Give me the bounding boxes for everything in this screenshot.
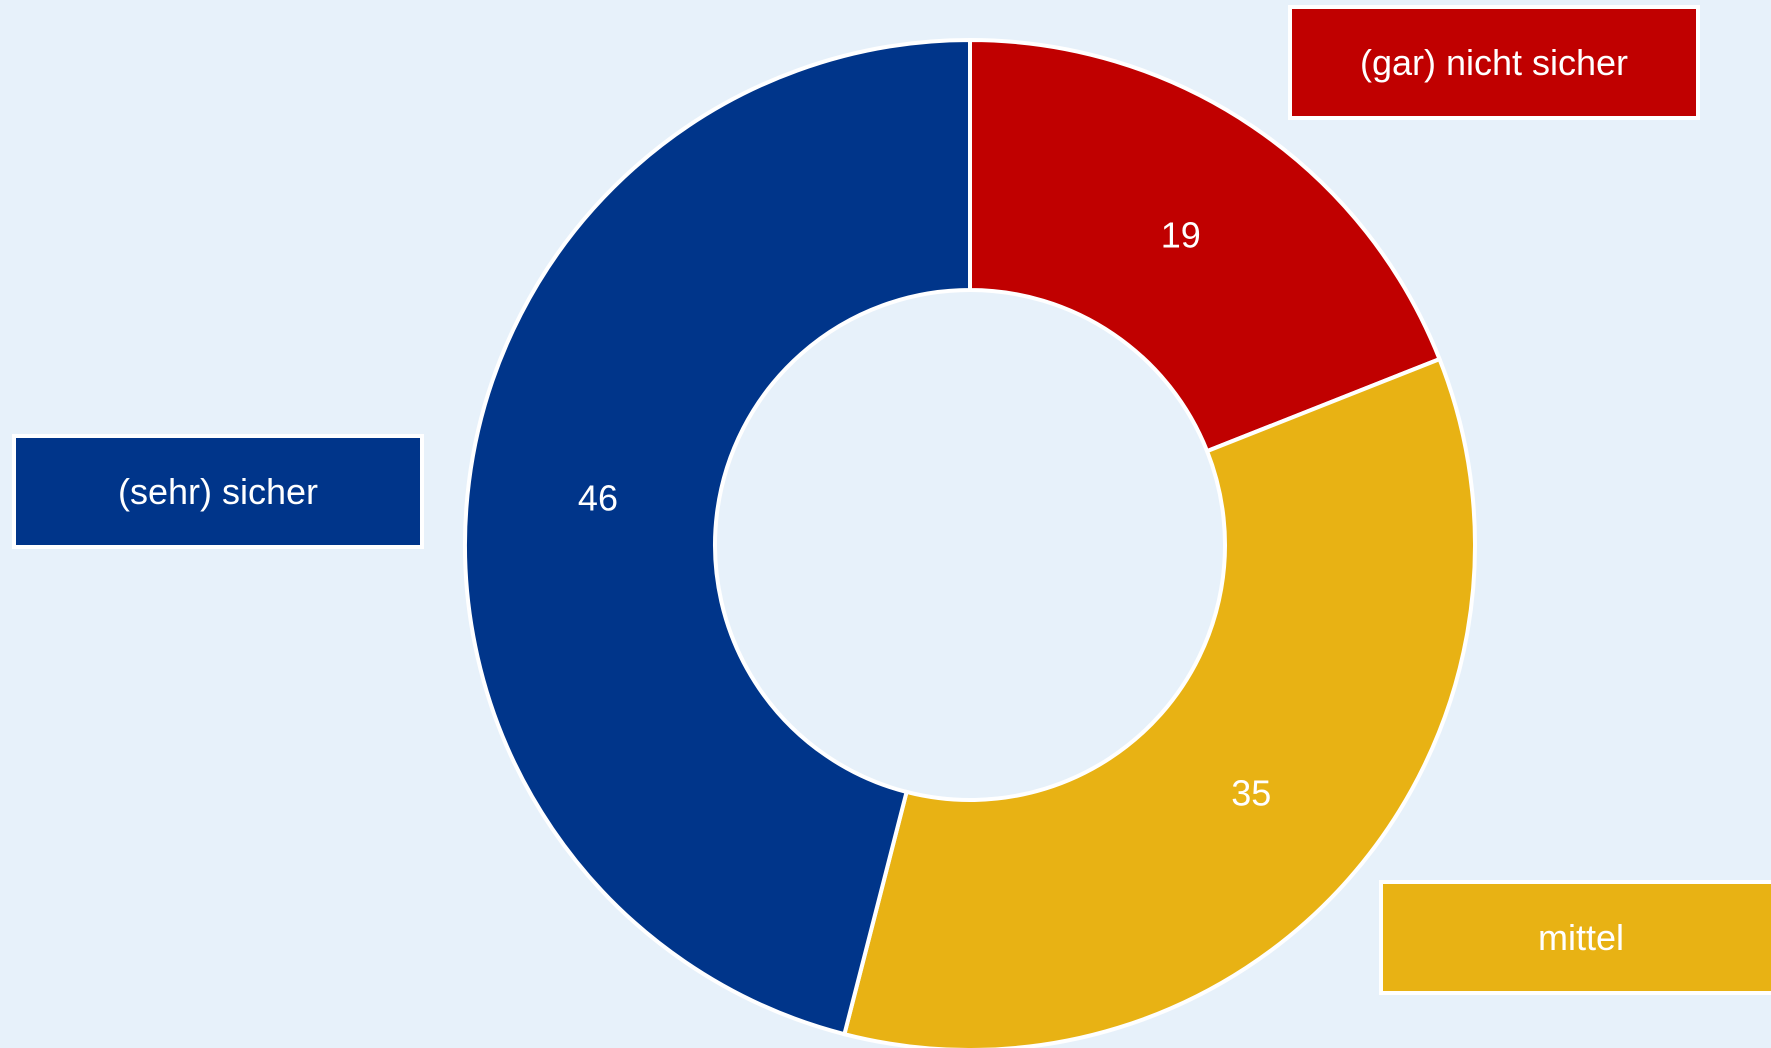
category-label-sehr-sicher: (sehr) sicher: [118, 471, 318, 512]
category-box-sehr-sicher: [12, 434, 424, 549]
slice-gar-nicht-sicher: [968, 37, 1443, 454]
value-label-mittel: 35: [1231, 772, 1271, 813]
category-label-boxes: (gar) nicht sicher mittel (sehr) sicher: [12, 5, 1771, 995]
category-label-gar-nicht-sicher: (gar) nicht sicher: [1360, 42, 1628, 83]
category-label-mittel: mittel: [1538, 917, 1624, 958]
value-label-sehr-sicher: 46: [578, 478, 618, 519]
donut-slices: [463, 37, 1477, 1048]
category-box-gar-nicht-sicher: [1288, 5, 1700, 120]
slice-sehr-sicher: [463, 37, 972, 1037]
value-label-gar-nicht-sicher: 19: [1161, 214, 1201, 255]
category-box-mittel: [1379, 880, 1771, 995]
slice-value-labels: 19 35 46: [578, 214, 1271, 813]
slice-mittel: [841, 356, 1477, 1048]
